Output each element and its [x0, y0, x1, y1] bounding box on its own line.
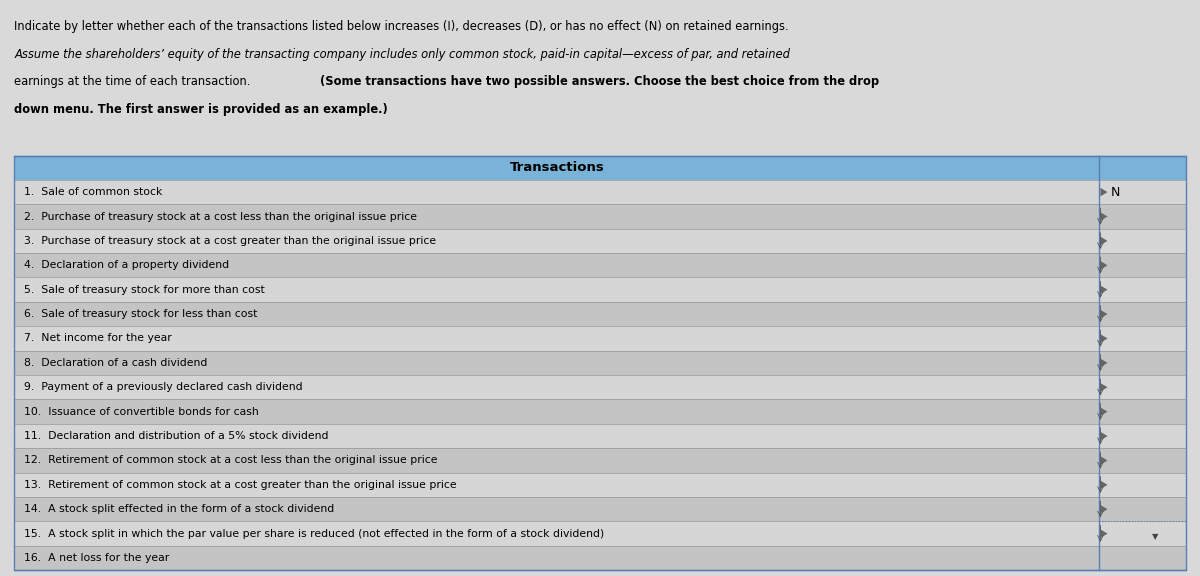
Text: 7.  Net income for the year: 7. Net income for the year — [24, 334, 172, 343]
Polygon shape — [1100, 407, 1108, 416]
Text: 11.  Declaration and distribution of a 5% stock dividend: 11. Declaration and distribution of a 5%… — [24, 431, 329, 441]
Text: 14.  A stock split effected in the form of a stock dividend: 14. A stock split effected in the form o… — [24, 504, 335, 514]
Bar — [1099, 326, 1186, 351]
Text: N: N — [1111, 185, 1121, 199]
Bar — [1099, 156, 1186, 180]
Bar — [14, 448, 1099, 473]
Bar — [1099, 204, 1186, 229]
Text: 1.  Sale of common stock: 1. Sale of common stock — [24, 187, 162, 197]
Bar — [14, 156, 1186, 570]
Text: Assume the shareholders’ equity of the transacting company includes only common : Assume the shareholders’ equity of the t… — [14, 48, 791, 61]
Text: 3.  Purchase of treasury stock at a cost greater than the original issue price: 3. Purchase of treasury stock at a cost … — [24, 236, 436, 246]
Bar — [1099, 473, 1186, 497]
Polygon shape — [1100, 334, 1108, 343]
Bar — [1099, 351, 1186, 375]
Text: 16.  A net loss for the year: 16. A net loss for the year — [24, 553, 169, 563]
Bar — [1099, 546, 1186, 570]
Polygon shape — [1100, 188, 1108, 196]
Polygon shape — [1100, 237, 1108, 245]
Polygon shape — [1100, 212, 1108, 221]
Bar — [14, 204, 1099, 229]
Bar — [14, 278, 1099, 302]
Polygon shape — [1100, 456, 1108, 465]
Polygon shape — [1100, 432, 1108, 440]
Text: 6.  Sale of treasury stock for less than cost: 6. Sale of treasury stock for less than … — [24, 309, 257, 319]
Bar — [1099, 229, 1186, 253]
Bar — [14, 400, 1099, 424]
Text: 13.  Retirement of common stock at a cost greater than the original issue price: 13. Retirement of common stock at a cost… — [24, 480, 457, 490]
Bar — [1099, 278, 1186, 302]
Polygon shape — [1100, 505, 1108, 514]
Bar — [14, 253, 1099, 278]
Bar — [1099, 180, 1186, 204]
Text: 9.  Payment of a previously declared cash dividend: 9. Payment of a previously declared cash… — [24, 382, 302, 392]
Text: 4.  Declaration of a property dividend: 4. Declaration of a property dividend — [24, 260, 229, 270]
Bar — [14, 546, 1099, 570]
Polygon shape — [1100, 529, 1108, 538]
Polygon shape — [1100, 286, 1108, 294]
Text: 12.  Retirement of common stock at a cost less than the original issue price: 12. Retirement of common stock at a cost… — [24, 456, 438, 465]
Bar — [14, 326, 1099, 351]
Polygon shape — [1100, 359, 1108, 367]
Bar — [1099, 375, 1186, 400]
Text: down menu. The first answer is provided as an example.): down menu. The first answer is provided … — [14, 103, 388, 116]
Text: ▼: ▼ — [1152, 532, 1159, 541]
Bar — [1099, 521, 1186, 546]
Text: 10.  Issuance of convertible bonds for cash: 10. Issuance of convertible bonds for ca… — [24, 407, 259, 416]
Polygon shape — [1100, 480, 1108, 489]
Text: 5.  Sale of treasury stock for more than cost: 5. Sale of treasury stock for more than … — [24, 285, 265, 295]
Text: earnings at the time of each transaction.: earnings at the time of each transaction… — [14, 75, 254, 89]
Bar — [1099, 448, 1186, 473]
Bar — [14, 375, 1099, 400]
Bar — [14, 156, 1099, 180]
Bar — [14, 521, 1099, 546]
Bar — [14, 302, 1099, 326]
Bar — [1099, 253, 1186, 278]
Text: 15.  A stock split in which the par value per share is reduced (not effected in : 15. A stock split in which the par value… — [24, 529, 605, 539]
Bar — [1099, 302, 1186, 326]
Bar — [14, 229, 1099, 253]
Bar — [14, 497, 1099, 521]
Bar — [14, 180, 1099, 204]
Text: (Some transactions have two possible answers. Choose the best choice from the dr: (Some transactions have two possible ans… — [320, 75, 880, 89]
Polygon shape — [1100, 310, 1108, 319]
Text: 2.  Purchase of treasury stock at a cost less than the original issue price: 2. Purchase of treasury stock at a cost … — [24, 211, 418, 222]
Polygon shape — [1100, 383, 1108, 392]
Bar — [1099, 400, 1186, 424]
Bar — [14, 351, 1099, 375]
Text: Transactions: Transactions — [510, 161, 604, 174]
Bar — [14, 424, 1099, 448]
Bar — [14, 473, 1099, 497]
Text: Indicate by letter whether each of the transactions listed below increases (I), : Indicate by letter whether each of the t… — [14, 20, 790, 33]
Text: 8.  Declaration of a cash dividend: 8. Declaration of a cash dividend — [24, 358, 208, 368]
Polygon shape — [1100, 261, 1108, 270]
Bar — [1099, 424, 1186, 448]
Bar — [1099, 497, 1186, 521]
